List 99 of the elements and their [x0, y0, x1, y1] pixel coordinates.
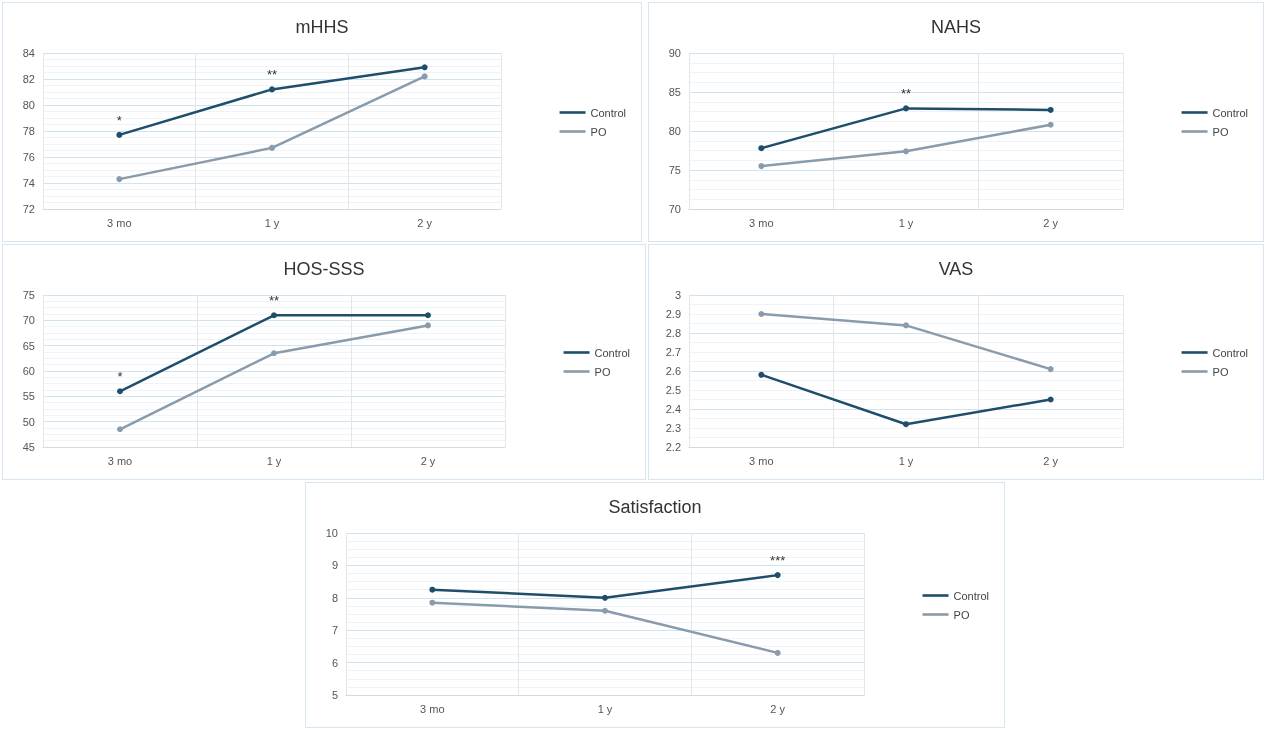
point — [903, 148, 909, 155]
point — [421, 64, 428, 71]
chart-title: Satisfaction — [608, 497, 702, 517]
annotation: ** — [266, 67, 278, 83]
point — [1047, 106, 1054, 113]
y-tick-label: 3 — [674, 289, 681, 301]
y-tick-label: 2.6 — [665, 365, 681, 377]
y-tick-label: 6 — [331, 656, 338, 669]
x-tick-label: 3 mo — [107, 216, 132, 229]
legend-label: PO — [590, 125, 607, 138]
chart-title: mHHS — [295, 17, 349, 37]
y-tick-label: 2.7 — [665, 346, 681, 358]
x-tick-label: 2 y — [770, 702, 786, 715]
point — [903, 421, 909, 428]
point — [1047, 366, 1054, 373]
y-tick-label: 10 — [325, 527, 338, 539]
x-tick-label: 3 mo — [420, 702, 445, 715]
x-tick-label: 2 y — [417, 216, 433, 229]
point — [421, 73, 428, 80]
annotation: ** — [268, 293, 280, 309]
legend-label: PO — [594, 365, 611, 378]
y-tick-label: 2.9 — [665, 308, 681, 320]
point — [758, 311, 765, 317]
point — [758, 163, 765, 170]
y-tick-label: 70 — [22, 314, 35, 327]
legend-label: Control — [953, 589, 990, 602]
y-tick-label: 85 — [668, 86, 681, 98]
y-tick-label: 74 — [22, 177, 35, 189]
x-tick-label: 1 y — [264, 216, 280, 229]
legend-label: PO — [1212, 365, 1229, 378]
x-tick-label: 2 y — [1043, 216, 1059, 229]
point — [903, 322, 909, 329]
legend-label: Control — [594, 346, 631, 359]
point — [117, 388, 123, 395]
x-tick-label: 3 mo — [749, 216, 774, 229]
x-tick-label: 3 mo — [749, 454, 774, 467]
point — [758, 371, 765, 378]
chart-title: VAS — [938, 259, 974, 279]
annotation: * — [116, 112, 122, 128]
y-tick-label: 90 — [668, 47, 681, 59]
annotation: * — [117, 369, 123, 385]
x-tick-label: 1 y — [266, 454, 282, 467]
y-tick-label: 9 — [331, 559, 338, 572]
chart-title: HOS-SSS — [283, 259, 365, 279]
y-tick-label: 2.8 — [665, 327, 681, 339]
x-tick-label: 2 y — [420, 454, 436, 467]
point — [774, 649, 781, 656]
y-tick-label: 75 — [22, 289, 35, 301]
x-tick-label: 2 y — [1043, 454, 1059, 467]
legend-label: Control — [590, 106, 627, 119]
y-tick-label: 82 — [22, 73, 35, 85]
y-tick-label: 70 — [668, 203, 681, 215]
y-tick-label: 2.4 — [665, 403, 681, 415]
point — [429, 586, 436, 593]
y-tick-label: 65 — [22, 339, 35, 352]
y-tick-label: 80 — [668, 125, 681, 137]
point — [903, 105, 909, 112]
point — [429, 599, 436, 606]
y-tick-label: 5 — [331, 689, 338, 701]
point — [271, 350, 277, 357]
y-tick-label: 72 — [22, 203, 35, 215]
y-tick-label: 45 — [22, 441, 35, 453]
legend-label: PO — [953, 608, 970, 621]
legend-label: PO — [1212, 125, 1229, 138]
y-tick-label: 60 — [22, 365, 35, 377]
point — [425, 322, 431, 329]
point — [774, 572, 781, 579]
point — [116, 176, 123, 183]
point — [269, 144, 275, 151]
point — [117, 426, 123, 433]
y-tick-label: 78 — [22, 125, 35, 137]
point — [758, 145, 765, 152]
y-tick-label: 76 — [22, 151, 35, 163]
y-tick-label: 50 — [22, 415, 35, 428]
chart-title: NAHS — [930, 17, 982, 37]
y-tick-label: 7 — [331, 624, 338, 637]
point — [602, 607, 608, 614]
y-tick-label: 8 — [331, 591, 338, 604]
point — [116, 131, 123, 138]
x-tick-label: 1 y — [898, 216, 914, 229]
y-tick-label: 2.5 — [665, 384, 681, 396]
annotation: *** — [770, 553, 786, 569]
y-tick-label: 84 — [22, 47, 35, 59]
legend-label: Control — [1212, 346, 1249, 359]
y-tick-label: 55 — [22, 390, 35, 403]
point — [269, 86, 275, 93]
y-tick-label: 80 — [22, 99, 35, 111]
legend-label: Control — [1212, 106, 1249, 119]
y-tick-label: 2.2 — [665, 441, 681, 453]
annotation: ** — [900, 86, 912, 102]
point — [425, 312, 431, 319]
y-tick-label: 75 — [668, 164, 681, 176]
x-tick-label: 1 y — [898, 454, 914, 467]
y-tick-label: 2.3 — [665, 422, 681, 434]
point — [271, 312, 277, 319]
point — [1047, 121, 1054, 128]
x-tick-label: 1 y — [597, 702, 613, 715]
point — [602, 594, 608, 601]
x-tick-label: 3 mo — [107, 454, 133, 467]
